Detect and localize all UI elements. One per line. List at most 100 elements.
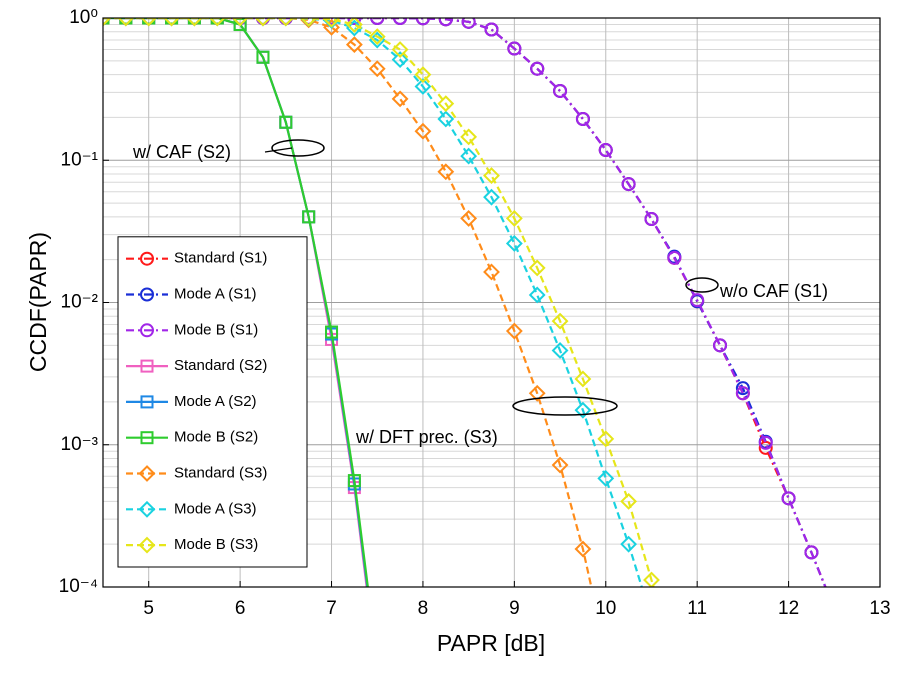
marker [142, 18, 156, 25]
marker [208, 18, 226, 27]
annotation-ellipse [512, 396, 618, 416]
annotation: w/ DFT prec. (S3) [355, 427, 498, 447]
marker [461, 18, 476, 29]
marker [528, 286, 546, 304]
legend-label: Mode A (S1) [174, 285, 257, 302]
marker [185, 18, 203, 27]
marker [187, 18, 201, 25]
annotation: w/ CAF (S2) [132, 142, 231, 162]
marker [460, 147, 478, 165]
legend-label: Mode B (S3) [174, 536, 258, 553]
marker [254, 18, 272, 27]
marker [138, 536, 156, 554]
y-axis-label: CCDF(PAPR) [25, 232, 51, 372]
marker [505, 235, 523, 252]
annotation-ellipse [685, 277, 719, 293]
marker [551, 456, 569, 474]
marker [140, 395, 154, 409]
x-axis-label: PAPR [dB] [437, 630, 545, 656]
marker [345, 18, 363, 33]
x-tick-label: 5 [143, 598, 154, 619]
marker [828, 603, 840, 615]
marker [140, 323, 154, 338]
x-tick-label: 9 [509, 598, 520, 619]
legend-label: Standard (S3) [174, 464, 267, 481]
marker [574, 540, 592, 558]
marker [598, 143, 613, 158]
legend-label: Mode A (S2) [174, 393, 257, 410]
marker [758, 435, 773, 450]
series-line [103, 18, 593, 587]
marker [393, 18, 408, 25]
marker [370, 18, 385, 25]
x-tick-label: 10 [595, 598, 616, 619]
marker [551, 312, 569, 330]
marker [140, 287, 154, 302]
marker [574, 401, 592, 419]
marker [138, 465, 156, 482]
marker [620, 535, 638, 553]
annotation-ellipse [271, 139, 325, 157]
marker [210, 18, 224, 25]
annotation-pointer [264, 147, 293, 153]
marker [323, 18, 340, 36]
marker [372, 656, 383, 667]
marker [256, 50, 270, 64]
marker [621, 177, 636, 192]
marker [484, 22, 499, 37]
y-tick-label: 10⁻¹ [61, 149, 99, 170]
y-tick-label: 10⁻³ [61, 434, 99, 455]
x-tick-label: 11 [687, 598, 707, 619]
marker [140, 431, 154, 445]
marker [372, 667, 383, 673]
marker [347, 474, 361, 488]
y-tick-label: 10⁻² [61, 292, 99, 313]
marker [368, 28, 386, 46]
marker [323, 18, 340, 28]
x-tick-label: 12 [778, 598, 799, 619]
series-layer [103, 18, 840, 673]
marker [140, 251, 154, 266]
marker [138, 500, 156, 518]
marker [713, 338, 728, 353]
marker [117, 18, 135, 27]
marker [325, 325, 339, 339]
marker [530, 61, 545, 76]
marker [300, 18, 318, 27]
x-tick-label: 13 [869, 598, 890, 619]
marker [507, 41, 522, 56]
marker [804, 545, 819, 560]
marker [460, 210, 478, 227]
marker [735, 381, 750, 396]
marker [575, 111, 590, 126]
marker [368, 60, 386, 78]
marker [828, 603, 840, 615]
marker [391, 41, 409, 58]
marker [391, 51, 409, 69]
marker [460, 128, 478, 146]
legend-label: Mode B (S2) [174, 429, 258, 446]
marker [302, 210, 316, 224]
marker [597, 430, 615, 448]
series-line [103, 18, 643, 587]
x-tick-label: 8 [418, 598, 429, 619]
legend-label: Standard (S2) [174, 357, 267, 374]
marker [140, 359, 154, 373]
marker [758, 440, 773, 455]
marker [437, 110, 455, 128]
series-line [103, 18, 827, 587]
ticks: 5 6 7 8 9 10 11 12 13 10⁰ 10⁻¹ 10⁻² 10⁻³ 10⁻⁴ [59, 7, 891, 619]
marker [414, 78, 432, 95]
annotation: w/o CAF (S1) [719, 281, 828, 301]
marker [551, 342, 569, 359]
marker [391, 90, 409, 108]
marker [781, 491, 796, 506]
marker [828, 603, 840, 615]
marker [528, 384, 546, 402]
x-tick-label: 6 [235, 598, 246, 619]
marker [279, 115, 293, 129]
marker [597, 469, 615, 487]
marker [372, 660, 383, 671]
marker [483, 188, 500, 206]
